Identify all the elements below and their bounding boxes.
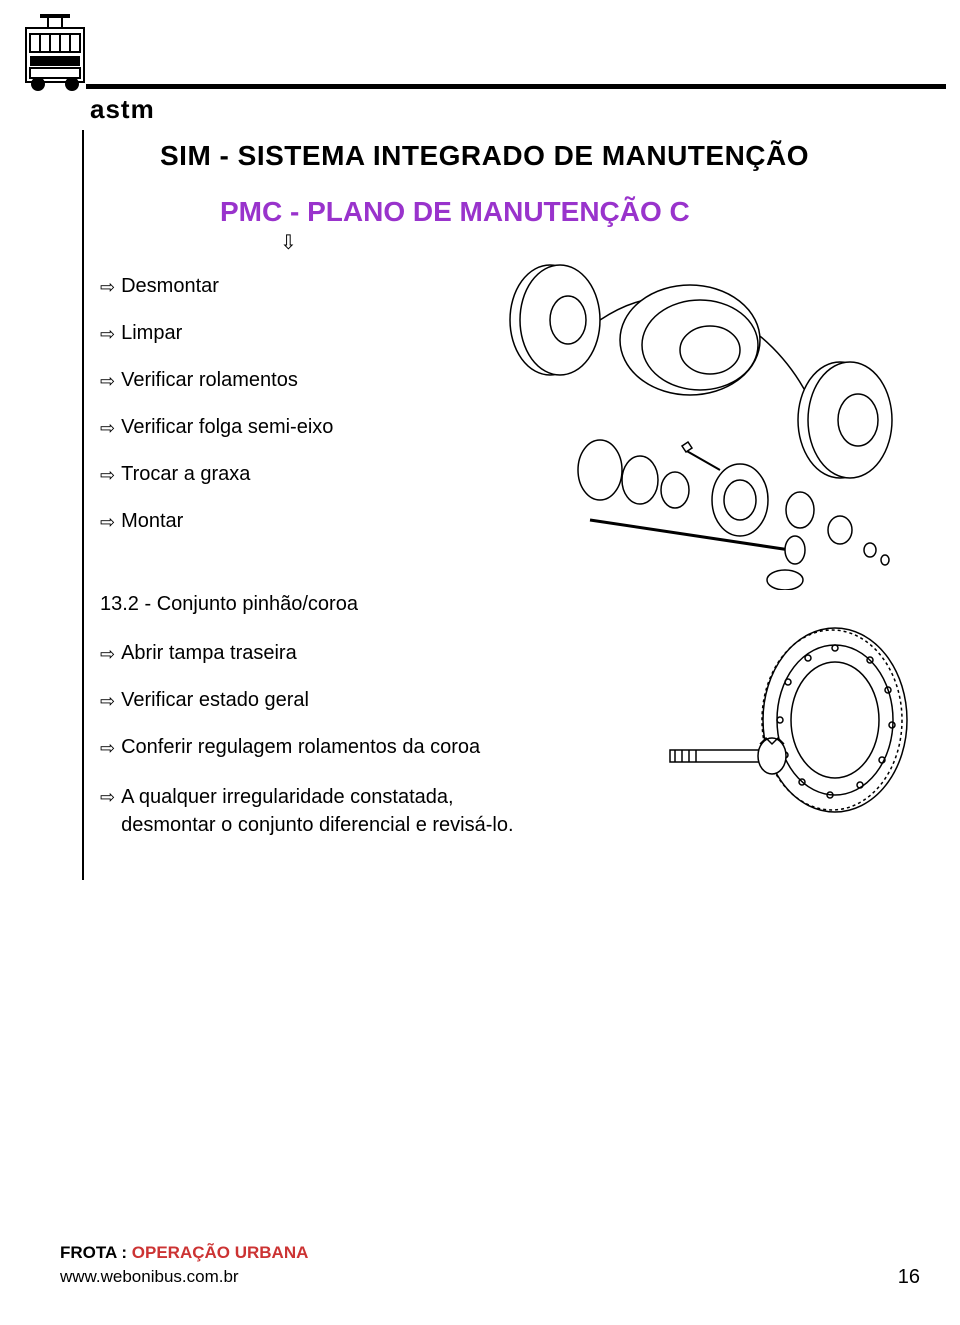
arrow-icon: ⇨ [100,465,115,486]
list-item-text: Montar [121,510,183,533]
list-item-text: Trocar a graxa [121,463,250,486]
list-item: ⇨ Abrir tampa traseira [100,642,600,665]
sub-title: PMC - PLANO DE MANUTENÇÃO C [220,196,900,228]
arrow-icon: ⇨ [100,324,115,345]
list-item-text: Conferir regulagem rolamentos da coroa [121,736,480,759]
list-item: ⇨A qualquer irregularidade constatada, d… [100,783,600,839]
arrow-icon: ⇨ [100,277,115,298]
title-block: SIM - SISTEMA INTEGRADO DE MANUTENÇÃO PM… [160,140,900,255]
footer-url: www.webonibus.com.br [60,1265,308,1289]
arrow-icon: ⇨ [100,785,115,810]
list-item-text: A qualquer irregularidade constatada, de… [121,783,541,839]
axle-exploded-diagram [490,250,920,595]
list-item: ⇨ Conferir regulagem rolamentos da coroa [100,736,600,759]
arrow-icon: ⇨ [100,512,115,533]
page-header: astm [0,0,960,130]
list-item-text: Limpar [121,322,182,345]
list-item-text: Verificar estado geral [121,689,309,712]
bus-logo-icon [20,10,90,105]
list-item-text: Verificar folga semi-eixo [121,416,333,439]
page-number: 16 [898,1266,920,1289]
page-footer: FROTA : OPERAÇÃO URBANA www.webonibus.co… [60,1241,920,1289]
ring-gear-pinion-diagram [660,620,920,845]
header-rule [86,84,946,89]
arrow-icon: ⇨ [100,418,115,439]
brand-text: astm [90,94,155,125]
arrow-icon: ⇨ [100,691,115,712]
arrow-icon: ⇨ [100,371,115,392]
footer-left: FROTA : OPERAÇÃO URBANA www.webonibus.co… [60,1241,308,1289]
arrow-icon: ⇨ [100,644,115,665]
margin-rule [82,130,84,880]
list-item-text: Verificar rolamentos [121,369,298,392]
list-item-text: Desmontar [121,275,219,298]
footer-frota-label: FROTA : [60,1243,132,1262]
footer-operation-label: OPERAÇÃO URBANA [132,1243,309,1262]
section2-heading: 13.2 - Conjunto pinhão/coroa [100,593,600,616]
list-item: ⇨ Verificar estado geral [100,689,600,712]
section2-list: ⇨ Abrir tampa traseira ⇨ Verificar estado g… [100,642,600,839]
list-item-text: Abrir tampa traseira [121,642,297,665]
main-title: SIM - SISTEMA INTEGRADO DE MANUTENÇÃO [160,140,900,172]
arrow-icon: ⇨ [100,738,115,759]
